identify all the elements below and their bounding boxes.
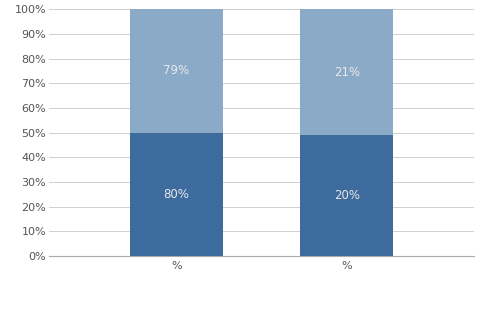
- Text: 20%: 20%: [333, 189, 359, 202]
- Text: 80%: 80%: [163, 188, 189, 201]
- Text: 21%: 21%: [333, 66, 359, 79]
- Bar: [129, 133, 223, 256]
- Legend: Hombre, Mujer: Hombre, Mujer: [200, 310, 322, 312]
- Bar: [129, 9, 223, 133]
- Bar: [299, 9, 393, 135]
- Bar: [299, 135, 393, 256]
- Text: 79%: 79%: [163, 65, 189, 77]
